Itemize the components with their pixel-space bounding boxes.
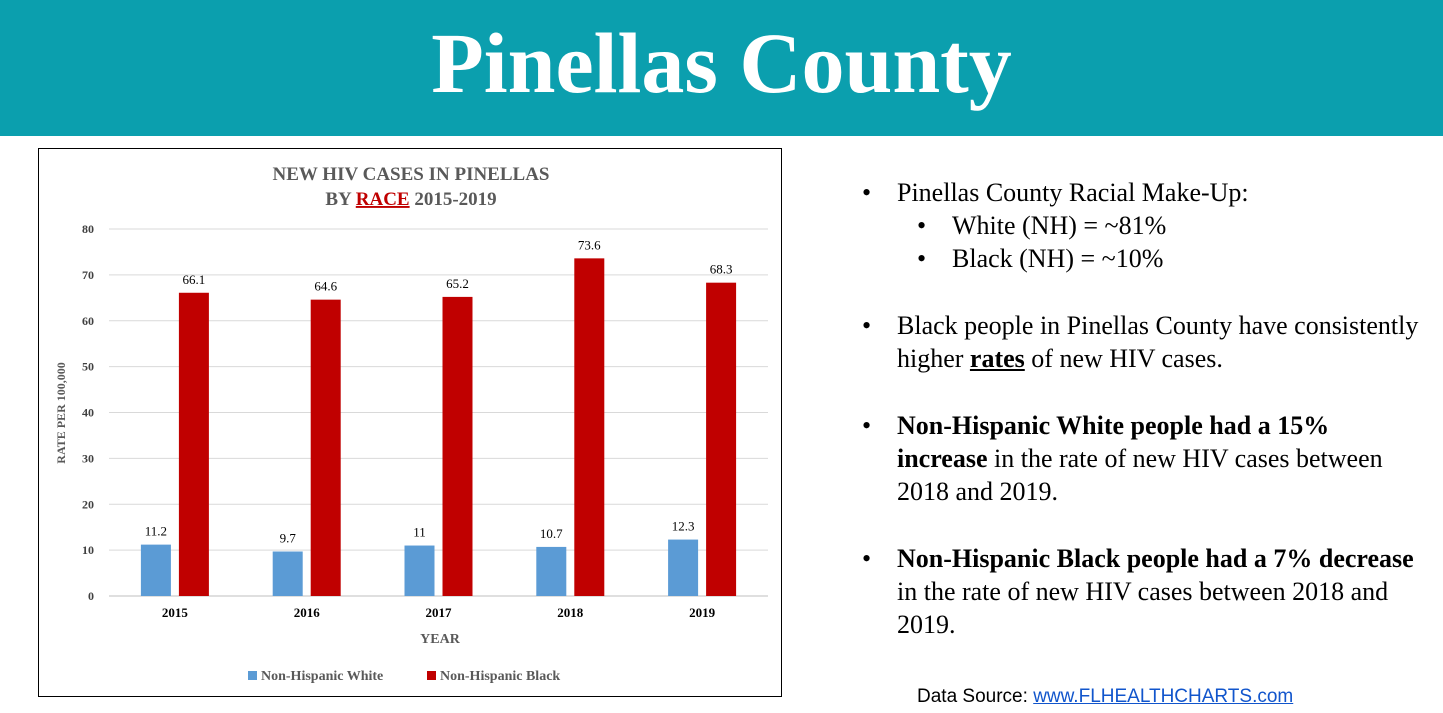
chart-panel: NEW HIV CASES IN PINELLAS BY RACE 2015-2…: [38, 148, 782, 697]
legend-label: Non-Hispanic White: [261, 669, 383, 684]
bullet-marker: •: [862, 544, 872, 573]
data-source: Data Source: www.FLHEALTHCHARTS.com: [917, 686, 1293, 708]
bar: [668, 539, 699, 596]
bullet-text-post: of new HIV cases.: [1031, 344, 1223, 373]
y-tick-label: 10: [82, 543, 94, 557]
bullet-marker: •: [862, 311, 872, 340]
bar: [706, 282, 737, 596]
bullet-text-pre: Black people in Pinellas County have con…: [897, 311, 1419, 373]
data-label: 11.2: [145, 524, 167, 539]
chart-title-years: 2015-2019: [414, 189, 496, 210]
bullet-text: Black people in Pinellas County have con…: [897, 309, 1422, 375]
bullet-marker: •: [862, 411, 872, 440]
x-tick-label: 2017: [426, 605, 453, 620]
bar: [178, 292, 209, 596]
y-tick-label: 20: [82, 497, 94, 511]
bullet-text: Pinellas County Racial Make-Up:: [897, 178, 1249, 207]
data-source-label: Data Source:: [917, 686, 1028, 707]
page-title: Pinellas County: [431, 15, 1012, 111]
bullet-marker: •: [917, 244, 927, 273]
y-tick-label: 60: [82, 314, 94, 328]
y-tick-label: 70: [82, 268, 94, 282]
bar: [574, 258, 605, 596]
data-label: 68.3: [710, 262, 733, 277]
x-tick-label: 2016: [294, 605, 321, 620]
bullet-marker: •: [862, 178, 872, 207]
chart-title-line1: NEW HIV CASES IN PINELLAS: [273, 164, 550, 185]
x-axis-label: YEAR: [420, 632, 461, 647]
chart-title-line2: BY RACE 2015-2019: [325, 189, 496, 210]
legend-label: Non-Hispanic Black: [440, 669, 560, 684]
bar: [140, 544, 171, 596]
bullet-marker: •: [917, 211, 927, 240]
x-axis-ticks: 2015 2016 2017 2018 2019: [162, 605, 716, 620]
data-label: 11: [413, 525, 426, 540]
data-label: 64.6: [314, 279, 337, 294]
data-label: 73.6: [578, 237, 601, 252]
bar: [272, 551, 303, 596]
bullet-bold-text: Non-Hispanic White people had a 15% incr…: [897, 411, 1330, 473]
data-label: 66.1: [183, 272, 206, 287]
bullet-rest-text: in the rate of new HIV cases between 201…: [897, 444, 1383, 506]
x-tick-label: 2018: [557, 605, 584, 620]
x-tick-label: 2015: [162, 605, 189, 620]
bar-chart: NEW HIV CASES IN PINELLAS BY RACE 2015-2…: [54, 164, 768, 684]
data-label: 10.7: [540, 526, 563, 541]
y-axis-label: RATE PER 100,000: [54, 362, 68, 463]
bullet-bold-text: Non-Hispanic Black people had a 7% decre…: [897, 544, 1414, 573]
y-tick-label: 40: [82, 406, 94, 420]
bullet-text: Non-Hispanic White people had a 15% incr…: [897, 409, 1422, 508]
chart-legend: Non-Hispanic White Non-Hispanic Black: [248, 669, 560, 684]
bullet-text: Non-Hispanic Black people had a 7% decre…: [897, 542, 1422, 641]
y-tick-label: 80: [82, 222, 94, 236]
y-tick-label: 30: [82, 451, 94, 465]
y-tick-label: 50: [82, 360, 94, 374]
bar: [442, 296, 473, 596]
bullet-text: White (NH) = ~81%: [952, 211, 1167, 240]
data-source-link[interactable]: www.FLHEALTHCHARTS.com: [1033, 686, 1294, 707]
data-label: 12.3: [672, 519, 695, 534]
data-label: 65.2: [446, 276, 469, 291]
data-label: 9.7: [280, 531, 297, 546]
bar: [536, 546, 567, 596]
bullet-rest-text: in the rate of new HIV cases between 201…: [897, 577, 1389, 639]
legend-swatch: [427, 671, 436, 680]
bar: [310, 299, 341, 596]
y-tick-label: 0: [88, 589, 94, 603]
rates-emphasis: rates: [969, 344, 1025, 373]
y-axis-ticks: 0 10 20 30 40 50 60 70 80: [82, 222, 94, 603]
chart-gridlines: [109, 228, 768, 597]
chart-bars: 11.2 66.1 9.7 64.6 11 65.2 10.7 73.6 12.3 68.3: [140, 237, 737, 596]
chart-title-by: BY: [325, 189, 352, 210]
x-tick-label: 2019: [689, 605, 716, 620]
legend-swatch: [248, 671, 257, 680]
chart-title-race: RACE: [356, 189, 410, 210]
bullet-text: Black (NH) = ~10%: [952, 244, 1164, 273]
header-banner: Pinellas County: [0, 0, 1443, 136]
bar: [404, 545, 435, 596]
